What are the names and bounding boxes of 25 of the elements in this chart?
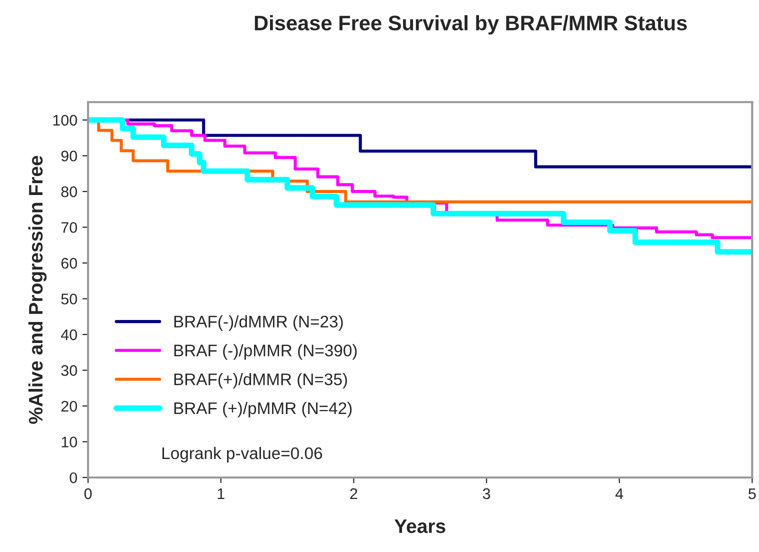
y-tick-label: 20 bbox=[61, 400, 78, 412]
x-tick-label: 5 bbox=[748, 488, 756, 500]
x-tick-label: 0 bbox=[84, 488, 92, 500]
annotation: Logrank p-value=0.06 bbox=[162, 446, 322, 462]
y-tick-label: 90 bbox=[61, 150, 78, 162]
y-tick-label: 0 bbox=[70, 472, 78, 484]
x-tick-label: 3 bbox=[482, 488, 490, 500]
y-tick-label: 80 bbox=[61, 186, 78, 198]
legend-label: BRAF (-)/pMMR (N=390) bbox=[174, 344, 357, 360]
y-axis-title: %Alive and Progression Free bbox=[28, 156, 47, 424]
legend-label: BRAF(+)/dMMR (N=35) bbox=[174, 373, 347, 389]
x-axis-title: Years bbox=[394, 520, 446, 534]
y-tick-label: 30 bbox=[61, 365, 78, 376]
y-tick-label: 70 bbox=[61, 222, 78, 233]
x-tick-label: 2 bbox=[350, 488, 358, 499]
y-tick-label: 60 bbox=[61, 258, 78, 269]
chart-title: Disease Free Survival by BRAF/MMR Status bbox=[254, 15, 687, 35]
y-tick-label: 50 bbox=[61, 294, 78, 304]
y-tick-label: 10 bbox=[62, 436, 78, 448]
legend-label: BRAF(-)/dMMR (N=23) bbox=[174, 315, 343, 331]
legend-label: BRAF (+)/pMMR (N=42) bbox=[174, 402, 352, 418]
x-tick-label: 4 bbox=[615, 488, 624, 499]
y-tick-label: 40 bbox=[60, 329, 78, 340]
y-tick-label: 100 bbox=[53, 114, 78, 126]
x-tick-label: 1 bbox=[218, 488, 224, 499]
